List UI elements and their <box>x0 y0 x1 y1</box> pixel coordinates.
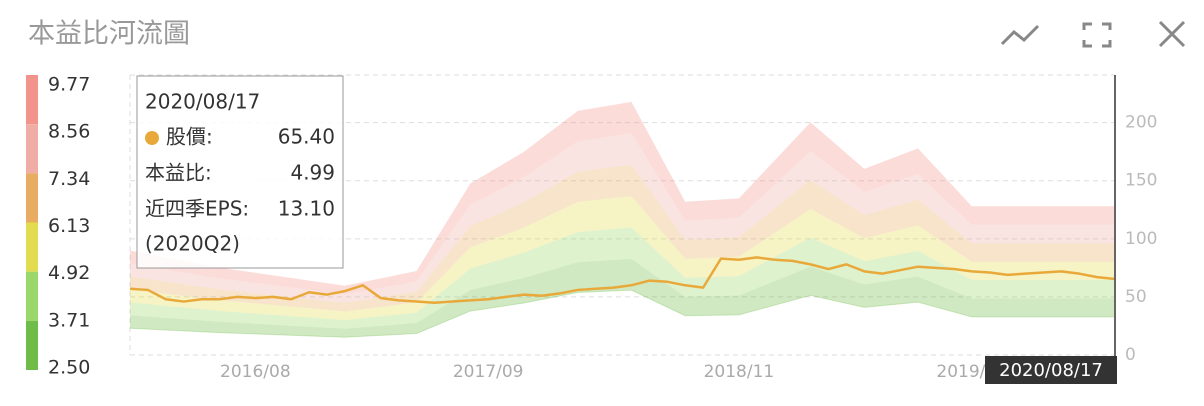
tooltip-label: 股價: <box>166 125 213 149</box>
line-icon[interactable] <box>1000 24 1040 46</box>
river-band <box>130 227 1115 329</box>
legend-swatch <box>26 173 38 223</box>
legend-swatch <box>26 75 38 125</box>
tooltip-value: 4.99 <box>290 161 335 185</box>
legend-swatch <box>26 320 38 370</box>
legend-label: 3.71 <box>48 309 90 331</box>
tooltip-value: 13.10 <box>278 197 335 221</box>
x-tick-label: 2017/09 <box>453 362 524 382</box>
legend-swatch <box>26 124 38 174</box>
cursor-badge <box>985 356 1117 384</box>
legend-swatch <box>26 271 38 321</box>
river-band <box>130 258 1115 338</box>
x-tick-label: 2016/08 <box>220 362 291 382</box>
chart-title: 本益比河流圖 <box>28 19 190 50</box>
river-band <box>130 196 1115 321</box>
legend-label: 2.50 <box>48 357 90 379</box>
fullscreen-icon[interactable] <box>1082 22 1112 48</box>
tooltip-label: 近四季EPS: <box>145 197 249 221</box>
legend: 9.77 8.56 7.34 6.13 4.92 3.71 2.50 <box>26 74 90 379</box>
cursor-date: 2020/08/17 <box>999 360 1103 381</box>
legend-label: 4.92 <box>48 262 90 284</box>
y-tick-label: 0 <box>1125 345 1136 365</box>
toolbar <box>1000 20 1186 48</box>
river-band <box>130 101 1115 295</box>
tooltip-date: 2020/08/17 <box>145 90 260 114</box>
close-icon[interactable] <box>1158 20 1186 48</box>
tooltip-value: 65.40 <box>278 125 335 149</box>
legend-label: 8.56 <box>48 121 90 143</box>
tooltip-dot <box>145 131 159 145</box>
river-band <box>130 133 1115 303</box>
river-floor <box>129 289 1115 338</box>
price-line <box>129 256 1116 304</box>
legend-label: 9.77 <box>48 74 90 96</box>
y-tick-label: 200 <box>1125 113 1157 133</box>
tooltip-quarter: (2020Q2) <box>145 232 240 256</box>
x-tick-label: 2018/11 <box>704 362 775 382</box>
legend-label: 6.13 <box>48 215 90 237</box>
y-tick-label: 100 <box>1125 229 1157 249</box>
y-tick-label: 50 <box>1125 287 1147 307</box>
legend-label: 7.34 <box>48 168 90 190</box>
tooltip-label: 本益比: <box>145 161 212 185</box>
tooltip-box <box>136 75 344 269</box>
y-tick-label: 150 <box>1125 171 1157 191</box>
legend-swatch <box>26 222 38 272</box>
